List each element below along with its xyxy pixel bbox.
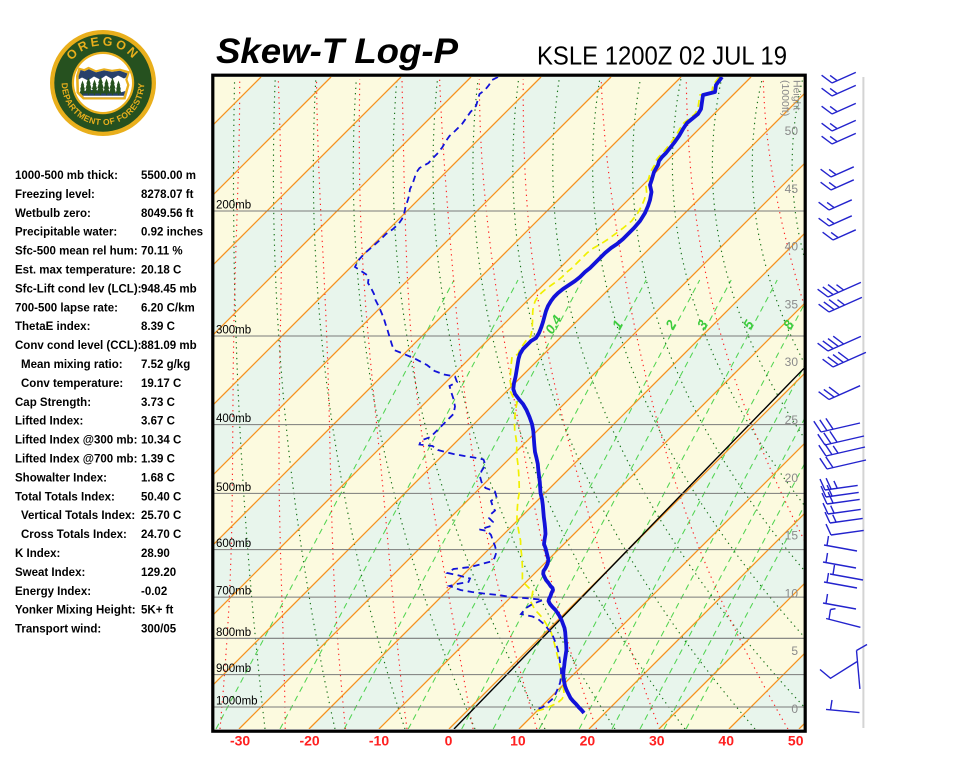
svg-text:50: 50 [785,124,799,138]
svg-text:19.17 C: 19.17 C [141,378,181,390]
svg-text:ThetaE index:: ThetaE index: [15,321,90,333]
svg-text:Energy Index:: Energy Index: [15,586,91,598]
svg-text:300mb: 300mb [216,325,251,337]
svg-text:70.11 %: 70.11 % [141,246,183,258]
svg-text:800mb: 800mb [216,627,251,639]
svg-text:10: 10 [510,733,526,749]
svg-text:6.20 C/km: 6.20 C/km [141,302,195,314]
svg-text:500mb: 500mb [216,482,251,494]
svg-text:-20: -20 [299,733,319,749]
svg-text:Lifted Index @700 mb:: Lifted Index @700 mb: [15,454,137,466]
svg-text:10.34 C: 10.34 C [141,435,181,447]
svg-text:50: 50 [788,733,804,749]
svg-text:Lifted Index:: Lifted Index: [15,416,83,428]
svg-text:Freezing level:: Freezing level: [15,189,95,201]
svg-text:900mb: 900mb [216,663,251,675]
svg-text:Wetbulb zero:: Wetbulb zero: [15,208,91,220]
svg-text:Conv temperature:: Conv temperature: [21,378,123,390]
svg-text:KSLE 1200Z 02 JUL 19: KSLE 1200Z 02 JUL 19 [537,43,787,71]
svg-text:Mean mixing ratio:: Mean mixing ratio: [21,359,123,371]
svg-text:40: 40 [785,240,799,254]
svg-text:7.52 g/kg: 7.52 g/kg [141,359,190,371]
svg-text:20.18 C: 20.18 C [141,265,181,277]
svg-text:300/05: 300/05 [141,624,177,636]
svg-text:Conv cond level (CCL):: Conv cond level (CCL): [15,340,142,352]
svg-text:-0.02: -0.02 [141,586,167,598]
svg-text:Skew-T Log-P: Skew-T Log-P [216,32,459,71]
svg-text:1.39 C: 1.39 C [141,454,175,466]
svg-text:Total Totals Index:: Total Totals Index: [15,491,115,503]
svg-text:1.68 C: 1.68 C [141,472,175,484]
svg-text:600mb: 600mb [216,538,251,550]
svg-text:3.67 C: 3.67 C [141,416,175,428]
svg-text:-10: -10 [369,733,389,749]
svg-text:Precipitable water:: Precipitable water: [15,227,117,239]
svg-text:Cross Totals Index:: Cross Totals Index: [21,529,127,541]
svg-text:35: 35 [785,297,799,311]
svg-text:15: 15 [785,529,799,543]
svg-text:Cap Strength:: Cap Strength: [15,397,91,409]
svg-text:Transport wind:: Transport wind: [15,624,101,636]
svg-text:400mb: 400mb [216,413,251,425]
svg-text:Vertical Totals Index:: Vertical Totals Index: [21,510,135,522]
svg-text:25.70 C: 25.70 C [141,510,181,522]
svg-text:Height: Height [791,80,803,110]
svg-text:24.70 C: 24.70 C [141,529,181,541]
svg-text:Est. max temperature:: Est. max temperature: [15,265,136,277]
svg-text:0: 0 [445,733,453,749]
svg-text:-30: -30 [230,733,250,749]
svg-text:129.20: 129.20 [141,567,176,579]
svg-text:30: 30 [649,733,665,749]
svg-text:8049.56 ft: 8049.56 ft [141,208,194,220]
svg-text:3.73 C: 3.73 C [141,397,175,409]
svg-text:5: 5 [791,644,798,658]
svg-text:881.09 mb: 881.09 mb [141,340,197,352]
svg-text:Showalter Index:: Showalter Index: [15,472,107,484]
svg-text:(1000ft): (1000ft) [779,80,791,116]
svg-text:0: 0 [791,702,798,716]
svg-text:Sfc-Lift cond lev (LCL):: Sfc-Lift cond lev (LCL): [15,283,142,295]
svg-text:5K+ ft: 5K+ ft [141,605,173,617]
svg-text:5500.00 m: 5500.00 m [141,170,196,182]
svg-text:948.45 mb: 948.45 mb [141,283,197,295]
svg-text:40: 40 [718,733,734,749]
svg-text:25: 25 [785,413,799,427]
svg-text:1000-500 mb thick:: 1000-500 mb thick: [15,170,118,182]
svg-text:Sweat Index:: Sweat Index: [15,567,85,579]
svg-text:1000mb: 1000mb [216,696,258,708]
svg-text:Lifted Index @300 mb:: Lifted Index @300 mb: [15,435,137,447]
svg-text:45: 45 [785,182,799,196]
svg-text:50.40 C: 50.40 C [141,491,181,503]
svg-text:8278.07 ft: 8278.07 ft [141,189,194,201]
svg-text:20: 20 [785,471,799,485]
svg-text:K Index:: K Index: [15,548,60,560]
svg-text:8.39 C: 8.39 C [141,321,175,333]
svg-text:20: 20 [580,733,596,749]
svg-text:0.92 inches: 0.92 inches [141,227,203,239]
svg-text:200mb: 200mb [216,200,251,212]
svg-text:Sfc-500 mean rel hum:: Sfc-500 mean rel hum: [15,246,138,258]
svg-text:700-500 lapse rate:: 700-500 lapse rate: [15,302,118,314]
svg-text:700mb: 700mb [216,586,251,598]
svg-text:30: 30 [785,355,799,369]
svg-text:10: 10 [785,586,799,600]
svg-text:Yonker Mixing Height:: Yonker Mixing Height: [15,605,136,617]
svg-text:28.90: 28.90 [141,548,170,560]
